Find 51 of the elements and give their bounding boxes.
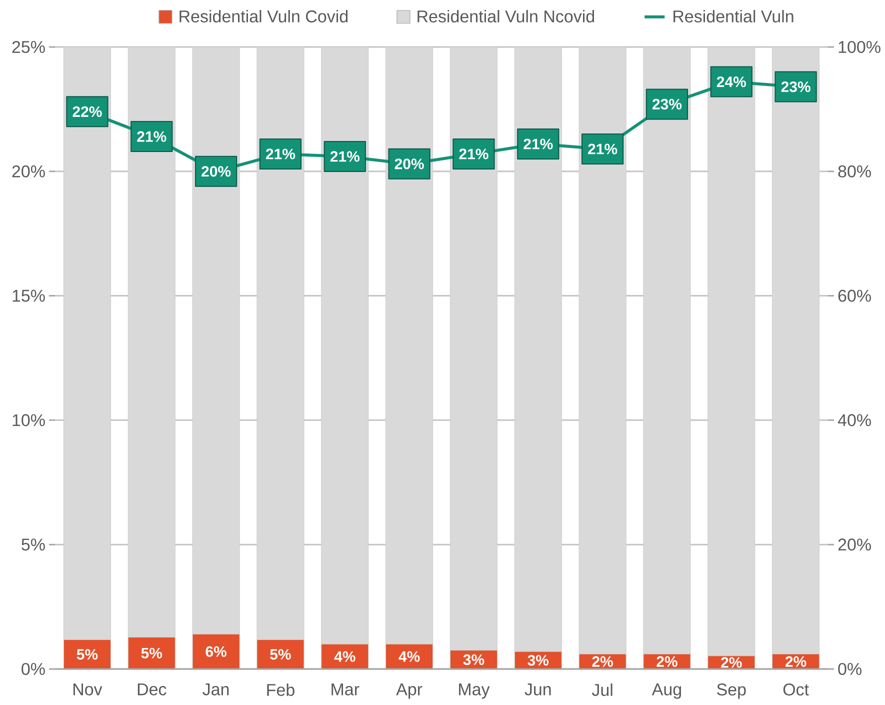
- y2-tick-label: 20%: [838, 538, 871, 551]
- y2-tick-label: 0%: [838, 662, 862, 676]
- data-label: 5%: [141, 648, 162, 658]
- data-label: 4%: [398, 651, 420, 662]
- x-tick-label: Dec: [138, 683, 166, 696]
- x-tick-label: Aug: [652, 683, 681, 699]
- data-label: 23%: [781, 81, 810, 92]
- x-tick-label: Jun: [524, 683, 551, 696]
- data-label: 6%: [206, 646, 226, 657]
- data-label: 23%: [652, 98, 682, 110]
- x-tick-label: Jul: [592, 684, 612, 696]
- data-label: 21%: [524, 138, 553, 150]
- data-label: 3%: [528, 654, 549, 666]
- x-tick-label: Sep: [717, 683, 746, 699]
- x-tick-label: Jan: [202, 683, 229, 696]
- y2-tick-label: 80%: [838, 165, 871, 178]
- y-tick-label: 15%: [12, 290, 45, 302]
- y2-tick-label: 40%: [838, 414, 871, 426]
- x-tick-label: Apr: [396, 683, 422, 699]
- data-label: 21%: [330, 151, 360, 162]
- y-tick-label: 20%: [12, 165, 45, 178]
- data-label: 2%: [721, 657, 742, 668]
- data-label: 20%: [394, 158, 424, 170]
- x-tick-label: Mar: [332, 683, 360, 696]
- data-label: 5%: [270, 649, 291, 660]
- data-label: 2%: [656, 656, 678, 667]
- data-label: 4%: [334, 651, 356, 662]
- data-label: 3%: [463, 654, 484, 665]
- data-label: 20%: [202, 166, 231, 177]
- x-tick-label: May: [459, 683, 490, 699]
- data-label: 21%: [588, 144, 618, 154]
- data-label: 2%: [785, 656, 806, 667]
- y2-tick-label: 60%: [838, 290, 871, 302]
- data-label: 21%: [137, 131, 166, 142]
- data-label: 2%: [592, 656, 613, 667]
- data-label: 24%: [716, 76, 746, 88]
- y-tick-label: 5%: [22, 538, 45, 551]
- x-tick-label: Feb: [267, 684, 294, 696]
- y-tick-label: 10%: [12, 414, 45, 426]
- data-label: 22%: [72, 106, 102, 117]
- x-tick-label: Nov: [73, 683, 102, 696]
- legend-label: Residential Vuln Covid: [180, 10, 348, 22]
- x-tick-label: Oct: [783, 683, 809, 696]
- data-label: 21%: [266, 148, 296, 160]
- data-label: 5%: [76, 649, 98, 660]
- series-label: Residential Vuln Ncovid: [418, 10, 594, 22]
- y-tick-label: 0%: [22, 662, 45, 676]
- y2-tick-label: 100%: [838, 40, 880, 54]
- y-tick-label: 25%: [12, 40, 45, 54]
- legend-label: Residential Vuln: [674, 10, 794, 22]
- data-label: 21%: [459, 148, 488, 160]
